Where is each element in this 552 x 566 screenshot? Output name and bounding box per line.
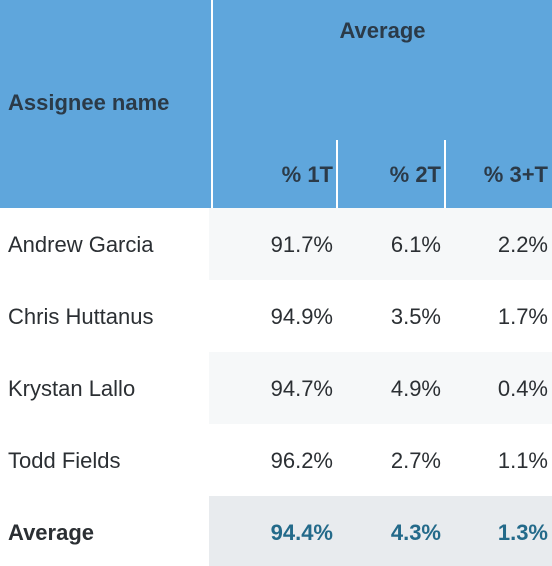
cell-value: 94.9% [270,304,333,329]
assignee-name: Krystan Lallo [8,376,136,401]
column-header: % 1T [281,162,333,187]
cell-value: 6.1% [390,232,441,257]
cell-value: 1.1% [497,448,548,473]
group-header: Average [339,18,426,43]
footer-value: 4.3% [390,520,441,545]
cell-value: 1.7% [497,304,548,329]
cell-value: 0.4% [497,376,548,401]
cell-value: 94.7% [270,376,333,401]
table-header [0,0,552,208]
row-background [209,424,552,496]
cell-value: 2.2% [497,232,548,257]
footer-value: 94.4% [270,520,333,545]
name-header: Assignee name [8,90,170,115]
row-background [209,352,552,424]
cell-value: 3.5% [390,304,441,329]
footer-label: Average [8,520,95,545]
row-background [209,208,552,280]
column-header: % 2T [389,162,441,187]
header-divider [336,140,338,208]
header-divider [444,140,446,208]
assignee-name: Chris Huttanus [8,304,154,329]
row-background [209,496,552,566]
footer-value: 1.3% [497,520,548,545]
assignee-name: Todd Fields [8,448,121,473]
column-header: % 3+T [483,162,548,187]
cell-value: 91.7% [270,232,333,257]
cell-value: 2.7% [390,448,441,473]
assignee-name: Andrew Garcia [8,232,154,257]
cell-value: 4.9% [390,376,441,401]
header-divider [211,0,213,208]
cell-value: 96.2% [270,448,333,473]
row-background [209,280,552,352]
